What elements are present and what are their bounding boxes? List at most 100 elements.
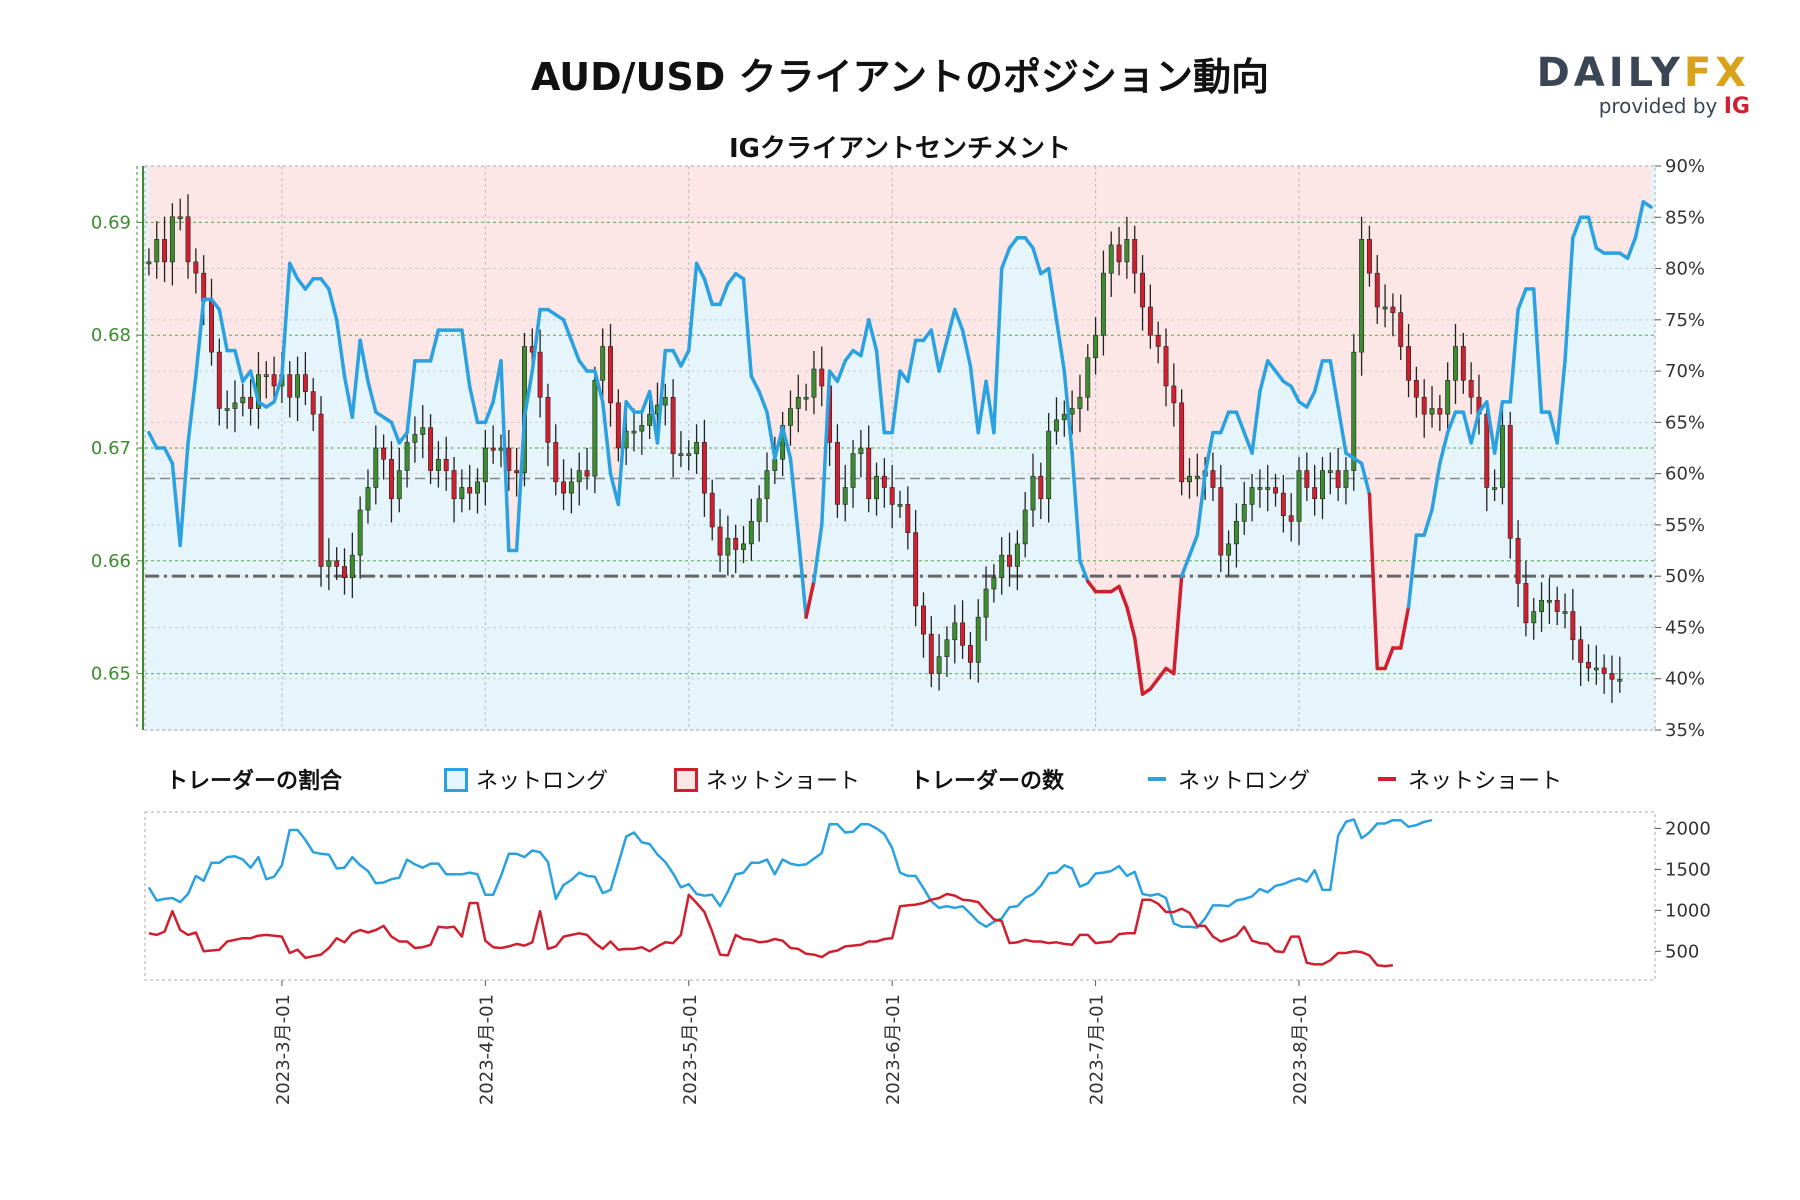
candle-body bbox=[1492, 487, 1498, 490]
candle bbox=[1531, 598, 1537, 640]
x-tick-label: 2023-3月-01 bbox=[273, 994, 294, 1105]
candle bbox=[1100, 250, 1106, 356]
sentiment-segment bbox=[1461, 410, 1473, 445]
candle-body bbox=[1453, 346, 1458, 381]
candle-body bbox=[905, 504, 911, 533]
sentiment-segment bbox=[217, 307, 229, 353]
candle bbox=[1030, 453, 1036, 527]
candle-body bbox=[944, 639, 950, 657]
sentiment-segment bbox=[209, 297, 222, 312]
candle-body bbox=[608, 346, 613, 404]
candle-body bbox=[1022, 509, 1028, 545]
candle bbox=[1366, 225, 1372, 287]
sentiment-segment bbox=[405, 359, 417, 435]
candle-body bbox=[1140, 272, 1145, 308]
candle-body bbox=[514, 470, 520, 474]
candle bbox=[1179, 389, 1185, 496]
sentiment-segment bbox=[1046, 266, 1059, 322]
candle-body bbox=[701, 442, 707, 494]
candle bbox=[561, 459, 567, 511]
sentiment-segment bbox=[1563, 236, 1575, 363]
candle bbox=[600, 328, 606, 401]
candle-body bbox=[443, 458, 449, 471]
sentiment-tick-label: 50% bbox=[1665, 566, 1705, 587]
candle-body bbox=[834, 442, 840, 505]
candle bbox=[302, 352, 308, 406]
candle-body bbox=[1601, 667, 1607, 674]
candle-body bbox=[1054, 419, 1059, 432]
candle bbox=[1578, 626, 1584, 687]
candle bbox=[169, 203, 175, 286]
candle-body bbox=[592, 380, 598, 477]
candle-body bbox=[788, 408, 793, 426]
candle-body bbox=[991, 577, 997, 590]
sentiment-segment bbox=[1273, 369, 1286, 384]
candle bbox=[842, 464, 848, 522]
candle bbox=[365, 469, 371, 524]
candle bbox=[819, 346, 825, 407]
sentiment-segment bbox=[780, 425, 793, 461]
candle bbox=[1507, 411, 1513, 559]
candle-body bbox=[404, 442, 410, 471]
candle-body bbox=[1249, 487, 1255, 505]
candle bbox=[1054, 397, 1059, 445]
candle-body bbox=[169, 216, 175, 263]
candle bbox=[1499, 402, 1505, 505]
candle bbox=[490, 425, 496, 464]
candle bbox=[858, 429, 864, 478]
candle-body bbox=[1163, 346, 1169, 387]
candle-body bbox=[1132, 239, 1138, 274]
candle-body bbox=[373, 447, 379, 488]
sentiment-segment bbox=[389, 420, 402, 445]
candle bbox=[388, 441, 394, 523]
candle bbox=[944, 626, 950, 677]
candle bbox=[1155, 321, 1161, 364]
candle-body bbox=[1460, 346, 1466, 381]
candle-body bbox=[1124, 239, 1130, 263]
sentiment-segment bbox=[1430, 461, 1442, 512]
candle-body bbox=[1155, 334, 1161, 347]
candle bbox=[631, 408, 637, 452]
candle-body bbox=[1007, 554, 1012, 567]
sentiment-segment bbox=[1531, 287, 1544, 414]
candle bbox=[1382, 284, 1388, 328]
candle-body bbox=[1546, 599, 1552, 603]
sentiment-segment bbox=[999, 246, 1012, 271]
sentiment-segment bbox=[702, 277, 714, 307]
candle bbox=[584, 448, 590, 490]
candle bbox=[1132, 225, 1138, 294]
sentiment-segment bbox=[170, 461, 182, 548]
candle-body bbox=[357, 509, 363, 556]
sentiment-segment bbox=[577, 359, 589, 373]
sentiment-segment bbox=[600, 400, 613, 476]
sentiment-segment bbox=[1289, 384, 1301, 404]
sentiment-segment bbox=[428, 328, 441, 363]
candle-body bbox=[1382, 306, 1388, 310]
candle bbox=[1108, 231, 1114, 297]
candle bbox=[686, 440, 692, 471]
candle-body bbox=[1085, 357, 1091, 398]
price-tick-label: 0.69 bbox=[91, 212, 131, 233]
candle bbox=[1061, 400, 1067, 437]
candle-body bbox=[921, 605, 926, 635]
sentiment-segment bbox=[561, 318, 574, 343]
candle-body bbox=[553, 442, 559, 483]
sentiment-segment bbox=[1359, 461, 1372, 496]
candle bbox=[1445, 362, 1451, 435]
candle-body bbox=[1093, 334, 1099, 359]
logo-daily: DAILY bbox=[1536, 50, 1684, 96]
candle bbox=[874, 462, 879, 516]
sentiment-segment bbox=[1312, 359, 1325, 394]
candle bbox=[1335, 448, 1341, 502]
candle bbox=[1210, 452, 1216, 502]
sentiment-segment bbox=[741, 277, 754, 378]
sentiment-segment bbox=[287, 261, 300, 281]
sentiment-segment bbox=[1023, 236, 1035, 250]
sentiment-segment bbox=[866, 318, 879, 353]
candle-body bbox=[1507, 425, 1513, 539]
candle-body bbox=[412, 434, 418, 443]
candle bbox=[913, 510, 919, 627]
candle bbox=[1116, 226, 1122, 276]
sentiment-segment bbox=[514, 415, 527, 553]
candle bbox=[1218, 464, 1224, 573]
